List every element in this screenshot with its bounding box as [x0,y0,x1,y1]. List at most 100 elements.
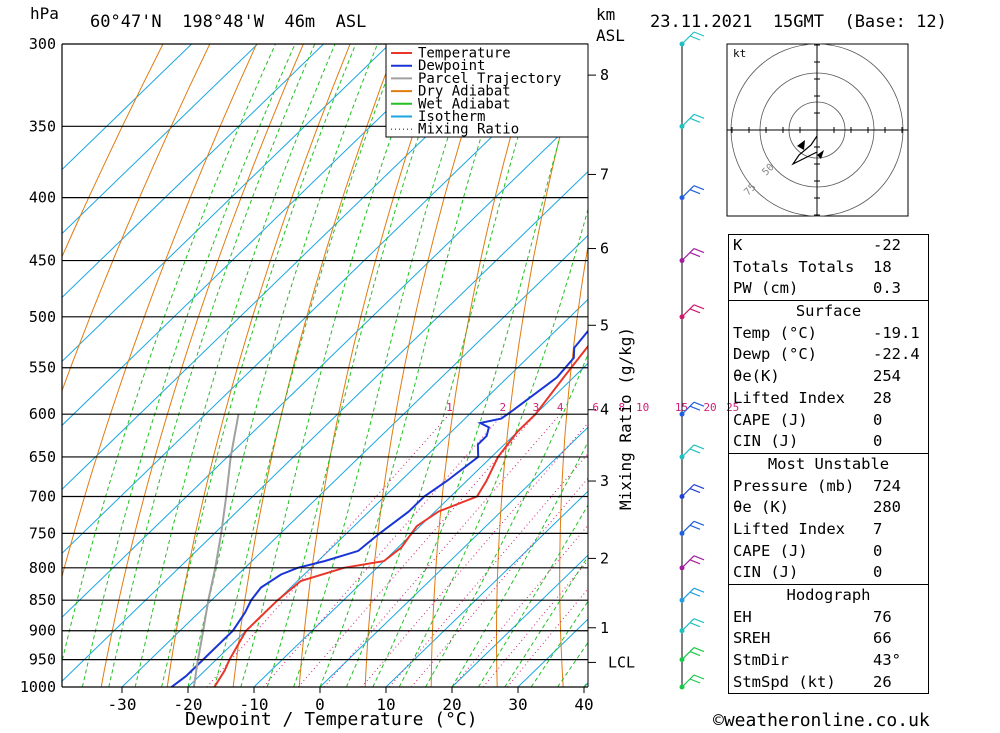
location-title: 60°47'N 198°48'W 46m ASL [90,12,367,32]
wet-adiabat-line [213,44,401,687]
stmspd-label: StmSpd (kt) [733,672,836,691]
wind-barb-flag [693,555,705,561]
altitude-tick-label: 6 [600,240,609,258]
wind-barb-flag [693,674,705,680]
mixing-ratio-label: 25 [726,401,739,414]
x-tick-label: -30 [108,695,137,714]
mu-pressure-label: Pressure (mb) [733,476,855,495]
x-tick-label: 20 [442,695,461,714]
mixing-ratio-line [263,413,504,687]
isotherm-line [253,362,588,687]
wind-barb-flag [693,444,705,450]
surface-dewp-label: Dewp (°C) [733,345,817,364]
legend-label: Wet Adiabat [418,96,511,112]
isotherm-line [451,554,588,687]
isotherm-line [319,426,588,687]
wind-barb-flag [693,31,705,37]
mu-theta-value: 280 [873,498,901,517]
wind-barb-flag [689,487,701,494]
wind-barb-flag [689,651,701,657]
x-tick-label: 30 [508,695,527,714]
mixing-ratio-label: 4 [557,401,564,414]
mu-pressure-value: 724 [873,476,901,495]
hodograph-unit-label: kt [733,47,746,60]
wind-barb-staff [681,444,695,458]
isotherm-line [187,298,588,687]
surface-theta-label: θe(K) [733,367,780,386]
altitude-tick-label: 4 [600,401,609,419]
mixing-ratio-label: 20 [703,401,716,414]
mu-cin-value: 0 [873,563,883,582]
x-tick-label: -20 [174,695,203,714]
isotherm-line [62,44,522,491]
wind-barb-flag [693,520,705,526]
surface-dewp-value: -22.4 [873,345,920,364]
pressure-tick-label: 350 [29,117,56,135]
altitude-tick-label: 8 [600,66,609,84]
hodograph-storm-marker [817,150,824,159]
eh-label: EH [733,607,752,626]
mu-li-label: Lifted Index [733,519,845,538]
wind-barb-flag [689,308,701,314]
sreh-label: SREH [733,629,771,648]
hodograph-title: Hodograph [729,584,928,607]
mixing-ratio-label: 1 [446,401,453,414]
surface-cin-label: CIN (J) [733,432,799,451]
pressure-tick-label: 850 [29,591,56,609]
surface-cape-value: 0 [873,410,883,429]
totals-totals-label: Totals Totals [733,257,855,276]
stmdir-label: StmDir [733,651,789,670]
wet-adiabat-line [161,44,357,687]
pressure-tick-label: 750 [29,524,56,542]
wind-barb-staff [681,304,695,318]
wind-barb-flag [693,647,705,653]
eh-value: 76 [873,607,892,626]
isotherm-line [62,44,390,363]
wind-barb-flag [693,304,705,310]
wind-barb-flag [693,618,705,624]
wind-barb-flag [693,247,705,254]
k-value: -22 [873,236,901,254]
indices-table: K -22 Totals Totals 18 PW (cm) 0.3 Surface … [728,234,929,695]
y-axis-right-label: Mixing Ratio (g/kg) [616,326,635,510]
copyright-link[interactable]: ©weatheronline.co.uk [713,710,930,731]
wind-barb-staff [681,520,695,534]
legend-box [385,43,589,138]
dry-adiabat-line [364,44,491,687]
wind-barb-staff [681,401,695,415]
wind-barb-flag [689,591,701,597]
wind-barb-staff [681,484,695,497]
isotherm-line [62,44,324,299]
wind-barb-flag [693,587,705,593]
altitude-tick-label: LCL [608,653,635,671]
wet-adiabat-line [134,44,336,687]
mixing-ratio-line [482,559,588,687]
pressure-tick-label: 450 [29,252,56,270]
surface-temp-value: -19.1 [873,323,920,342]
pressure-tick-label: 500 [29,308,56,326]
surface-cape-label: CAPE (J) [733,410,808,429]
wind-barb-flag [689,189,701,195]
pressure-tick-label: 650 [29,448,56,466]
pressure-tick-label: 550 [29,359,56,377]
legend-label: Temperature [418,46,511,62]
most-unstable-title: Most Unstable [729,452,928,476]
pressure-tick-label: 1000 [20,678,56,696]
pressure-tick-label: 400 [29,189,56,207]
altitude-tick-label: 1 [600,619,609,637]
hpa-unit-label: hPa [30,4,59,23]
wind-barb-flag [689,622,701,628]
isotherm-line [62,44,456,427]
surface-li-label: Lifted Index [733,388,845,407]
wet-adiabat-line [504,555,588,687]
surface-cin-value: 0 [873,432,883,451]
wind-barb-flag [689,524,701,530]
isotherm-line [62,44,588,554]
wind-barb-flag [689,35,701,41]
wind-barb-flag [689,117,701,123]
wind-barb-flag [689,559,701,565]
stmspd-value: 26 [873,672,892,691]
wind-barb-staff [681,555,695,569]
